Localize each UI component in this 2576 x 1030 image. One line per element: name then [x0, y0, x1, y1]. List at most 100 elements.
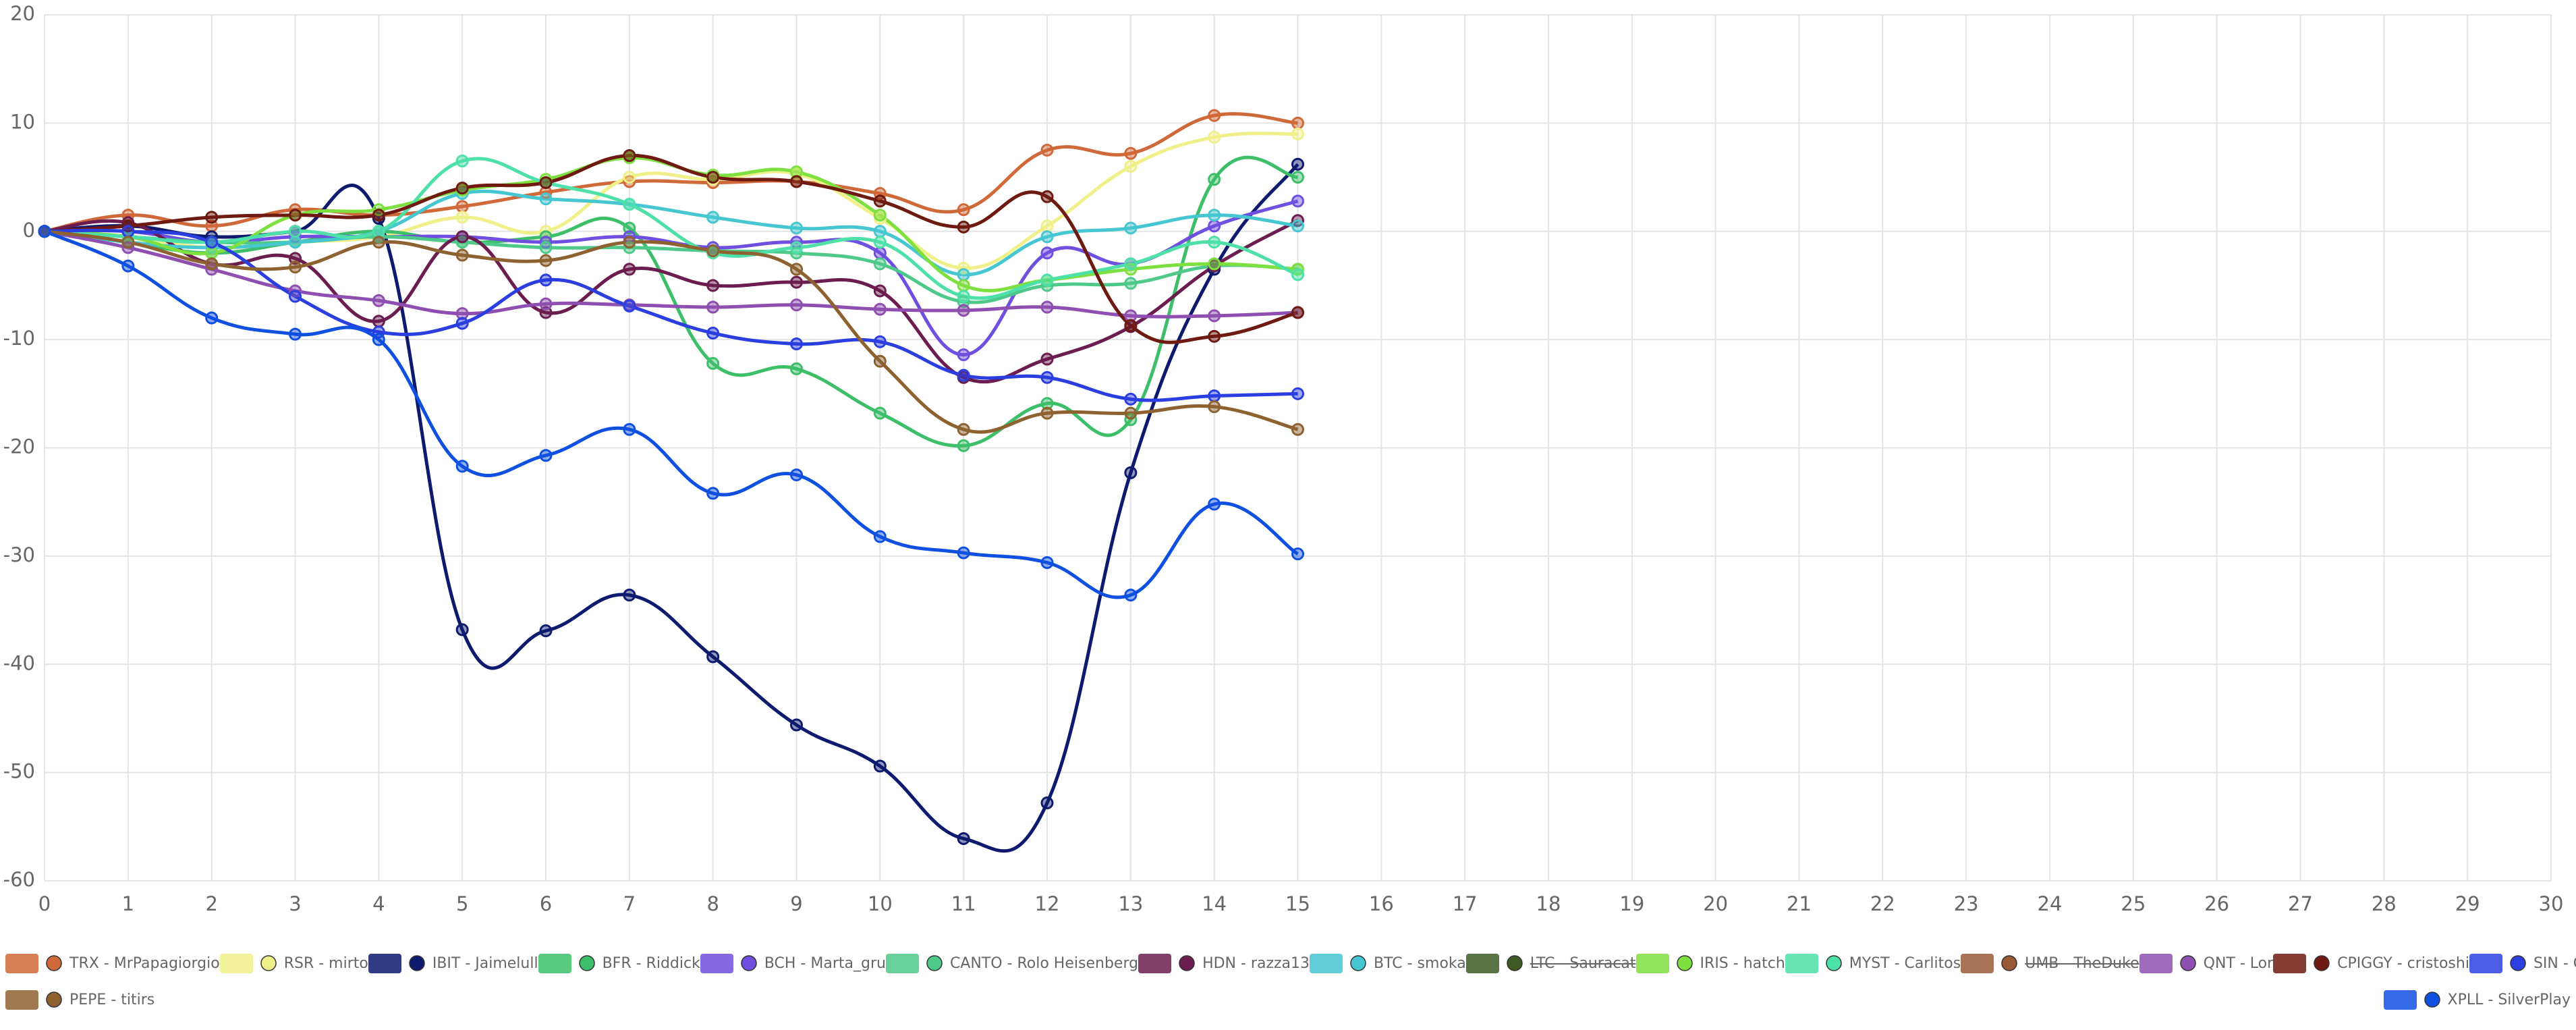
- x-tick-label: 0: [38, 892, 51, 915]
- data-point: [372, 236, 385, 249]
- legend-swatch: [5, 990, 38, 1010]
- data-point: [706, 650, 720, 663]
- data-point: [455, 230, 469, 244]
- data-point: [1208, 109, 1221, 122]
- series-line: [44, 229, 1298, 319]
- legend-icon: [578, 955, 595, 971]
- icon-circle: [260, 955, 277, 971]
- data-point: [1124, 221, 1138, 235]
- legend-label: BFR - Riddick: [602, 954, 700, 972]
- legend-item[interactable]: QNT - Lor: [2139, 953, 2273, 973]
- data-point: [1040, 219, 1054, 233]
- data-point: [289, 252, 302, 265]
- data-point: [1040, 190, 1054, 203]
- icon-circle: [1676, 955, 1693, 971]
- legend-label: HDN - razza13: [1202, 954, 1310, 972]
- x-tick-label: 27: [2288, 892, 2313, 915]
- data-point: [539, 297, 553, 310]
- x-tick-label: 6: [540, 892, 552, 915]
- legend-item[interactable]: BFR - Riddick: [538, 953, 700, 973]
- legend-swatch: [1138, 953, 1172, 973]
- data-point: [623, 171, 636, 184]
- data-point: [1208, 219, 1221, 233]
- legend-item[interactable]: PEPE - titirs: [5, 990, 155, 1010]
- legend-swatch: [700, 953, 733, 973]
- data-point: [539, 449, 553, 462]
- data-point: [706, 171, 720, 184]
- y-tick-label: -60: [3, 868, 35, 891]
- data-point: [121, 236, 135, 249]
- icon-circle: [46, 992, 62, 1008]
- legend-swatch: [2469, 953, 2502, 973]
- legend-label: PEPE - titirs: [69, 991, 155, 1008]
- legend-label: CANTO - Rolo Heisenberg: [949, 954, 1139, 972]
- x-tick-label: 10: [868, 892, 893, 915]
- data-point: [623, 148, 636, 162]
- data-point: [706, 279, 720, 292]
- data-point: [873, 236, 887, 249]
- series-line: [44, 153, 1299, 344]
- data-point: [957, 304, 970, 317]
- legend-swatch: [1635, 953, 1669, 973]
- data-point: [873, 530, 887, 543]
- legend-item[interactable]: IRIS - hatch: [1635, 953, 1785, 973]
- data-point: [873, 246, 887, 260]
- data-point: [1040, 406, 1054, 420]
- legend-item[interactable]: TRX - MrPapagiorgio: [5, 953, 220, 973]
- data-point: [455, 317, 469, 330]
- data-point: [372, 294, 385, 307]
- data-point: [1208, 257, 1221, 271]
- icon-circle: [1507, 955, 1523, 971]
- legend-icon: [46, 955, 62, 971]
- data-point: [957, 279, 970, 292]
- legend-item[interactable]: LTC - Sauracat: [1465, 953, 1636, 973]
- data-point: [623, 221, 636, 235]
- data-point: [1208, 389, 1221, 403]
- x-tick-label: 18: [1536, 892, 1561, 915]
- legend-item[interactable]: BTC - smoka: [1310, 953, 1466, 973]
- icon-circle: [2001, 955, 2017, 971]
- legend-item[interactable]: XPLL - SilverPlay: [2383, 990, 2571, 1010]
- data-point: [1291, 268, 1304, 281]
- x-tick-label: 15: [1285, 892, 1310, 915]
- data-point: [790, 175, 803, 188]
- legend-item[interactable]: BCH - Marta_gru: [700, 953, 886, 973]
- legend-swatch: [538, 953, 571, 973]
- x-tick-label: 1: [122, 892, 134, 915]
- x-tick-label: 19: [1619, 892, 1644, 915]
- legend-row: PEPE - titirs XPLL - SilverPlay: [0, 981, 2576, 1018]
- data-point: [121, 225, 135, 238]
- data-point: [1208, 236, 1221, 249]
- data-point: [1040, 796, 1054, 810]
- legend-item[interactable]: CANTO - Rolo Heisenberg: [885, 953, 1139, 973]
- series-line: [44, 189, 1298, 277]
- data-point: [790, 298, 803, 312]
- data-point: [957, 439, 970, 452]
- data-point: [1040, 273, 1054, 287]
- data-point: [1124, 466, 1138, 479]
- data-point: [289, 225, 302, 238]
- legend-item[interactable]: IBIT - Jaimelull: [368, 953, 538, 973]
- legend-item[interactable]: CPIGGY - cristoshi: [2273, 953, 2469, 973]
- data-point: [1124, 406, 1138, 420]
- legend-icon: [1179, 955, 1195, 971]
- series-line: [44, 112, 1298, 234]
- data-point: [455, 307, 469, 321]
- legend-item[interactable]: MYST - Carlitos: [1785, 953, 1961, 973]
- data-point: [623, 175, 636, 188]
- data-point: [1208, 329, 1221, 343]
- series-line: [44, 157, 1299, 300]
- legend-item[interactable]: SIN - Calamar: [2469, 953, 2576, 973]
- legend-item[interactable]: UMB - TheDuke: [1961, 953, 2139, 973]
- data-point: [455, 182, 469, 195]
- legend-label: LTC - Sauracat: [1530, 954, 1636, 972]
- data-point: [205, 246, 219, 260]
- legend-swatch: [1961, 953, 1994, 973]
- data-point: [1291, 423, 1304, 436]
- legend-icon: [2001, 955, 2017, 971]
- data-point: [539, 254, 553, 267]
- data-point: [1124, 309, 1138, 323]
- legend-item[interactable]: RSR - mirto: [219, 953, 368, 973]
- series-line: [44, 199, 1299, 357]
- legend-item[interactable]: HDN - razza13: [1138, 953, 1310, 973]
